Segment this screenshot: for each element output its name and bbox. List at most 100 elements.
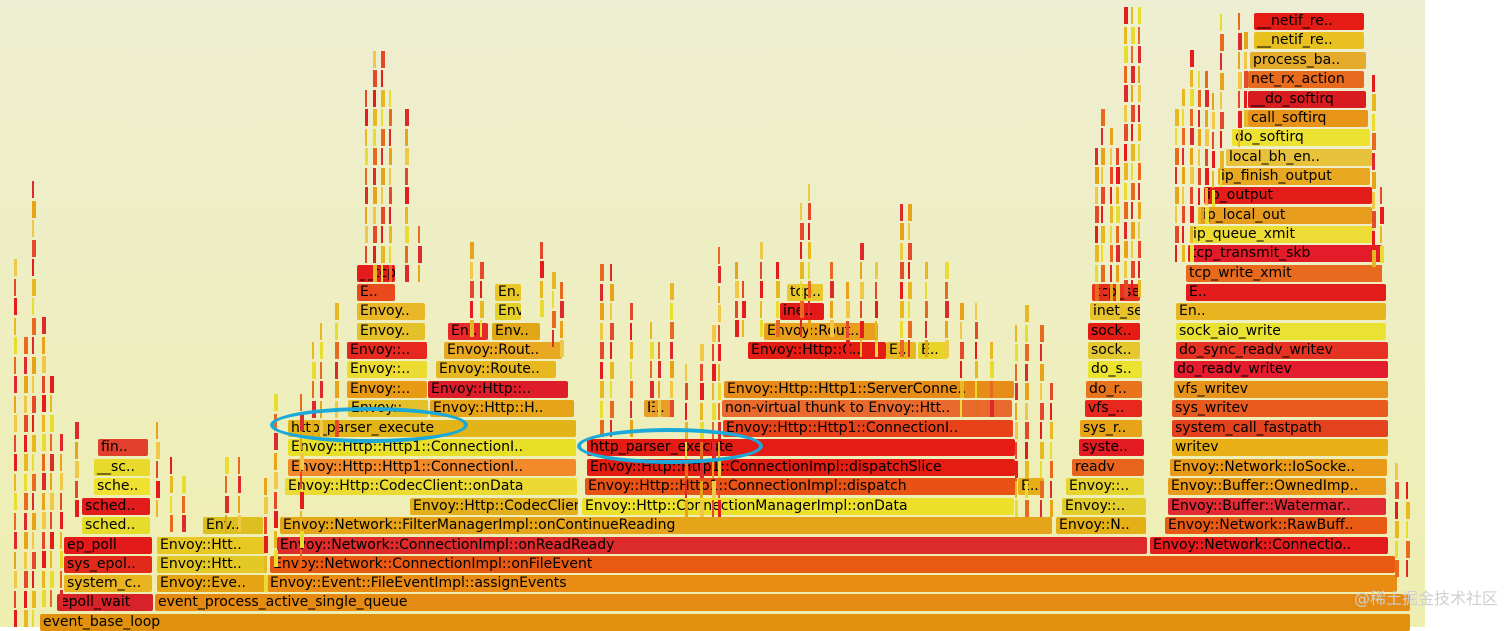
flame-frame[interactable]: Envoy::Http::Http1::ConnectionImpl::disp… bbox=[587, 459, 1015, 476]
flame-frame[interactable]: Envoy::N.. bbox=[1056, 517, 1146, 534]
flame-frame[interactable]: Envoy::Http::H.. bbox=[430, 400, 574, 417]
flame-frame[interactable]: Envoy::Network::IoSocke.. bbox=[1170, 459, 1387, 476]
flame-frame[interactable]: E.. bbox=[357, 284, 395, 301]
flame-frame[interactable]: readv bbox=[1072, 459, 1144, 476]
flame-frame[interactable]: process_ba.. bbox=[1250, 52, 1366, 69]
flame-frame[interactable]: syste.. bbox=[1079, 439, 1144, 456]
flame-frame[interactable]: Envoy::Http::C.. bbox=[748, 342, 886, 359]
flame-frame[interactable]: Envoy::Http::Http1::ConnectionI.. bbox=[288, 459, 576, 476]
flame-frame[interactable]: ip_output bbox=[1204, 187, 1372, 204]
flame-frame[interactable]: ip_queue_xmit bbox=[1190, 226, 1374, 243]
flame-frame[interactable]: __do_softirq bbox=[1248, 91, 1366, 108]
flame-frame[interactable]: Envoy::Network::FilterManagerImpl::onCon… bbox=[280, 517, 1052, 534]
flame-frame[interactable]: E.. bbox=[918, 342, 948, 359]
flame-frame[interactable]: Envoy::Eve.. bbox=[157, 575, 265, 592]
flame-frame[interactable]: sched.. bbox=[82, 517, 150, 534]
flame-frame[interactable]: sys_writev bbox=[1172, 400, 1388, 417]
flame-frame[interactable]: fin.. bbox=[98, 439, 148, 456]
flame-frame[interactable]: Envoy::Http::CodecClient::onData bbox=[285, 478, 577, 495]
flame-frame[interactable]: Envoy::Http::ConnectionManagerImpl::onDa… bbox=[582, 498, 1014, 515]
flame-frame[interactable]: Envoy::Http::CodecClient::CodecR.. bbox=[410, 498, 578, 515]
flame-sliver bbox=[1101, 284, 1103, 301]
flame-frame[interactable]: tcp_write_xmit bbox=[1186, 265, 1382, 282]
flame-frame[interactable]: Envoy::Htt.. bbox=[157, 556, 265, 573]
flame-frame[interactable]: non-virtual thunk to Envoy::Htt.. bbox=[722, 400, 1012, 417]
flame-frame[interactable]: sock_aio_write bbox=[1176, 323, 1386, 340]
flame-frame[interactable]: sock.. bbox=[1088, 323, 1140, 340]
flame-frame[interactable]: Envoy::.. bbox=[347, 381, 427, 398]
flame-sliver bbox=[945, 281, 948, 299]
flame-frame[interactable]: do_readv_writev bbox=[1174, 361, 1388, 378]
flame-frame[interactable]: Envoy::Http::.. bbox=[428, 381, 568, 398]
flame-frame[interactable]: system_call_fastpath bbox=[1172, 420, 1388, 437]
flame-frame[interactable]: Envoy::Http::Http1::ServerConne.. bbox=[724, 381, 1014, 398]
flame-frame[interactable]: __sc.. bbox=[94, 459, 150, 476]
flame-frame[interactable]: do_r.. bbox=[1086, 381, 1142, 398]
flame-sliver bbox=[1212, 190, 1215, 207]
flame-frame[interactable]: Envoy.. bbox=[495, 303, 521, 320]
flame-sliver bbox=[1110, 284, 1113, 301]
flame-frame[interactable]: Envoy::Htt.. bbox=[157, 537, 265, 554]
flame-frame[interactable]: Envoy::Route.. bbox=[436, 361, 556, 378]
flame-frame[interactable]: event_base_loop bbox=[40, 614, 1410, 631]
flame-frame[interactable]: epoll_wait bbox=[57, 594, 153, 611]
flame-frame[interactable]: Envoy::Event::FileEventImpl::assignEvent… bbox=[267, 575, 1397, 592]
flame-frame[interactable]: Envoy.. bbox=[357, 303, 425, 320]
flame-frame[interactable]: __netif_re.. bbox=[1254, 32, 1364, 49]
flame-frame[interactable]: Envoy::Network::ConnectionImpl::onFileEv… bbox=[270, 556, 1395, 573]
flame-sliver bbox=[630, 361, 632, 379]
flame-frame[interactable]: Envoy::.. bbox=[347, 361, 427, 378]
flame-frame[interactable]: Envoy.. bbox=[357, 323, 425, 340]
flame-frame[interactable]: Envoy::Network::ConnectionImpl::onReadRe… bbox=[277, 537, 1147, 554]
flame-frame[interactable]: Envoy::Rout.. bbox=[764, 323, 878, 340]
flame-frame[interactable]: ip_local_out bbox=[1200, 207, 1372, 224]
flame-frame[interactable]: do_sync_readv_writev bbox=[1176, 342, 1388, 359]
flame-frame[interactable]: sys_epol.. bbox=[64, 556, 152, 573]
flame-frame[interactable]: sche.. bbox=[94, 478, 150, 495]
flame-frame[interactable]: tcp.. bbox=[787, 284, 823, 301]
flame-frame[interactable]: Envoy::.. bbox=[347, 342, 427, 359]
flame-frame[interactable]: En.. bbox=[1176, 303, 1386, 320]
flame-frame[interactable]: do_softirq bbox=[1232, 129, 1370, 146]
flame-frame[interactable]: __netif_re.. bbox=[1254, 13, 1364, 30]
flame-frame[interactable]: writev bbox=[1172, 439, 1388, 456]
flame-frame[interactable]: E.. bbox=[1186, 284, 1386, 301]
flame-frame[interactable]: En.. bbox=[448, 323, 488, 340]
flame-frame[interactable]: vfs_writev bbox=[1174, 381, 1388, 398]
flame-sliver bbox=[552, 271, 556, 289]
flame-frame[interactable]: tcp_transmit_skb bbox=[1188, 245, 1382, 262]
flame-frame[interactable]: Envoy::Rout.. bbox=[444, 342, 562, 359]
flame-frame[interactable]: sched.. bbox=[82, 498, 150, 515]
flame-frame[interactable]: system_c.. bbox=[64, 575, 152, 592]
flame-frame[interactable]: Envoy::.. bbox=[1066, 478, 1144, 495]
flame-frame[interactable]: En.. bbox=[495, 284, 521, 301]
flame-frame[interactable]: Envoy::Http::Http1::ConnectionI.. bbox=[288, 439, 576, 456]
flame-frame[interactable]: Env.. bbox=[492, 323, 540, 340]
flame-frame[interactable]: Envoy::Network::Connectio.. bbox=[1150, 537, 1388, 554]
flame-frame[interactable]: Envoy::Buffer::OwnedImp.. bbox=[1168, 478, 1386, 495]
flame-frame[interactable]: Envoy::Http::Http1::ConnectionI.. bbox=[723, 420, 1013, 437]
flame-frame[interactable]: call_softirq bbox=[1248, 110, 1368, 127]
flame-frame[interactable]: inet_sendmsg bbox=[1090, 303, 1140, 320]
flame-frame[interactable]: local_bh_en.. bbox=[1226, 149, 1372, 166]
flame-frame[interactable]: Envoy::Http::Http1::ConnectionImpl::disp… bbox=[585, 478, 1017, 495]
flame-frame[interactable]: event_process_active_single_queue bbox=[155, 594, 1410, 611]
flame-frame[interactable]: vfs_.. bbox=[1085, 400, 1142, 417]
flame-frame[interactable]: ip_finish_output bbox=[1218, 168, 1370, 185]
flame-frame[interactable]: Envoy::Buffer::Watermar.. bbox=[1168, 498, 1386, 515]
flame-frame[interactable]: http_parser_execute bbox=[587, 439, 1015, 456]
flame-frame[interactable]: Envoy::Network::RawBuff.. bbox=[1165, 517, 1387, 534]
flame-sliver bbox=[14, 590, 16, 608]
flame-sliver bbox=[1244, 71, 1248, 88]
flame-frame[interactable]: ep_poll bbox=[64, 537, 152, 554]
flame-frame[interactable]: net_rx_action bbox=[1248, 71, 1364, 88]
flame-frame[interactable]: do_s.. bbox=[1088, 361, 1142, 378]
flame-frame[interactable]: Envoy::.. bbox=[348, 400, 428, 417]
flame-frame[interactable]: sock.. bbox=[1088, 342, 1140, 359]
flame-frame[interactable]: Envoy::.. bbox=[1062, 498, 1146, 515]
flame-frame[interactable]: http_parser_execute bbox=[288, 420, 576, 437]
flame-frame[interactable]: Env.. bbox=[203, 517, 263, 534]
flame-frame[interactable]: sys_r.. bbox=[1080, 420, 1142, 437]
flame-sliver bbox=[975, 361, 978, 378]
flame-sliver bbox=[60, 492, 62, 510]
